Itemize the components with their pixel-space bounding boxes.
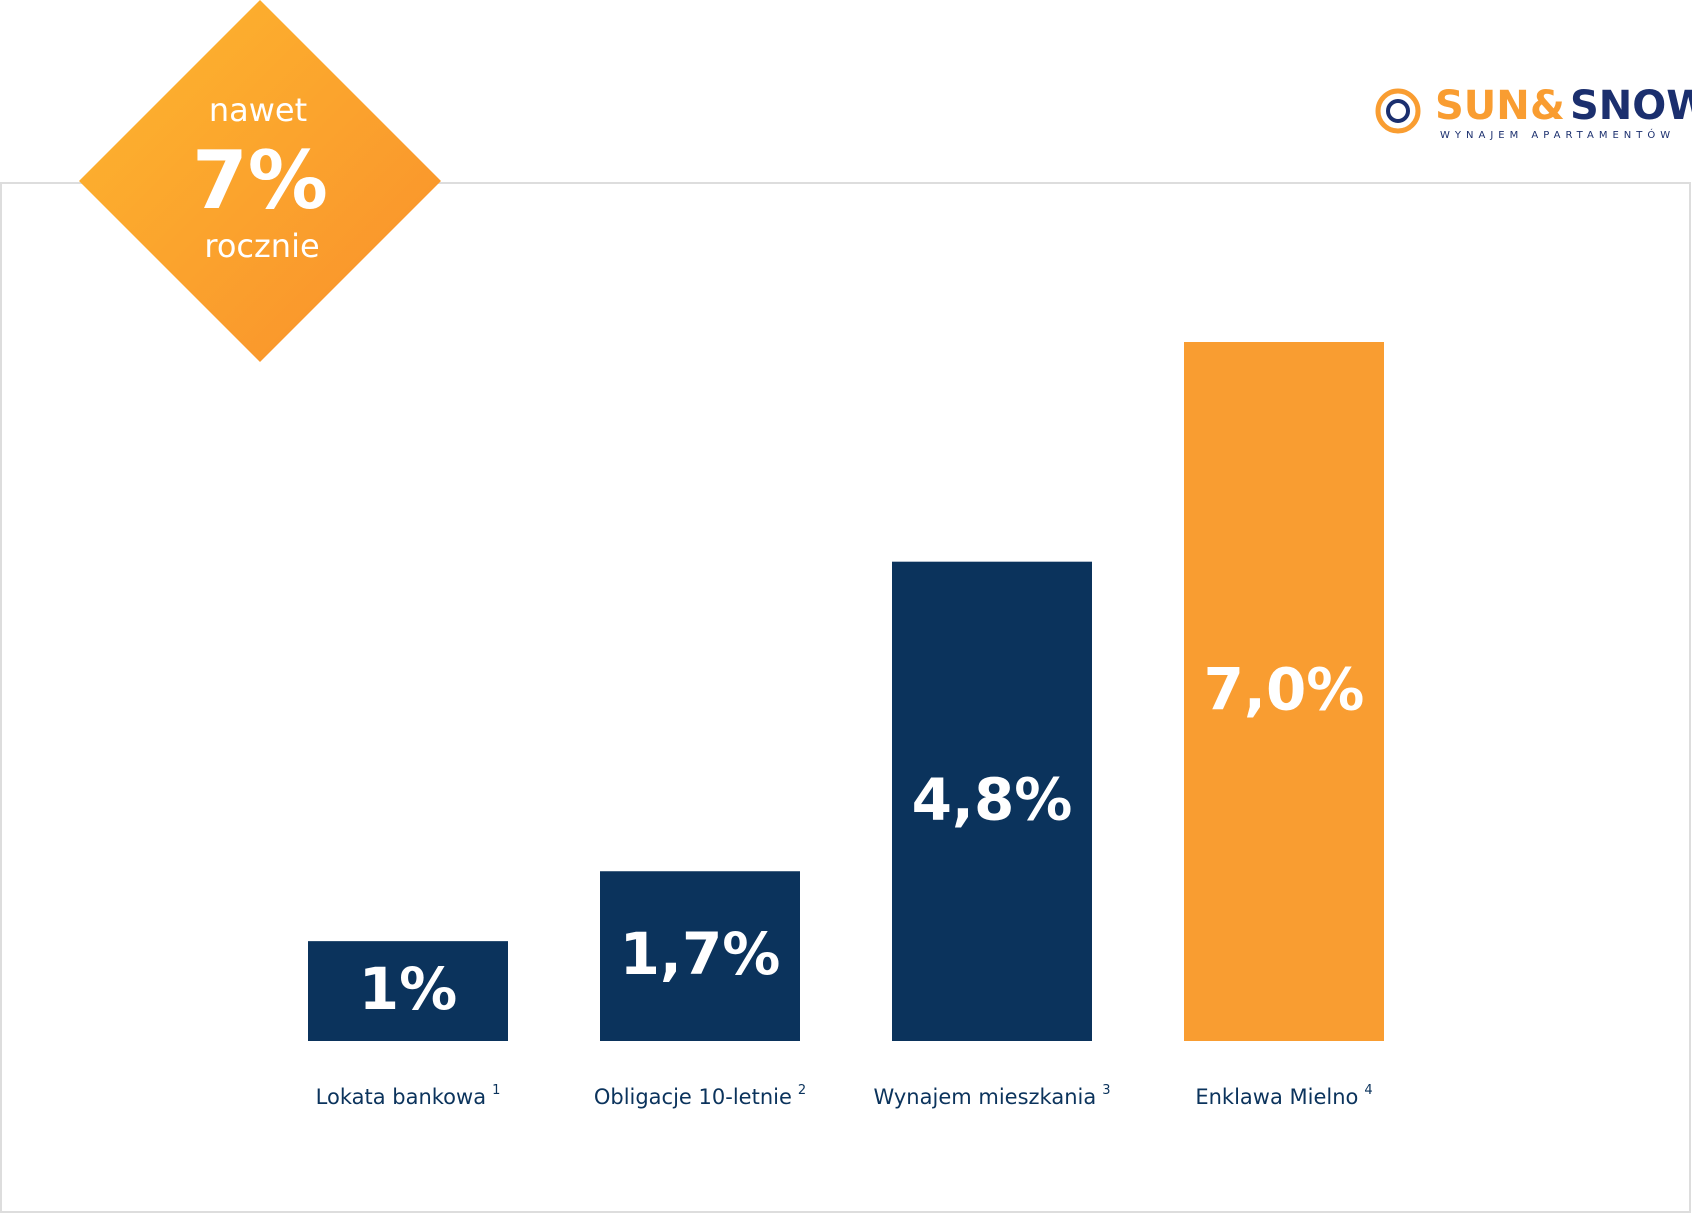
value-label: 1% <box>359 955 457 1023</box>
category-label: Enklawa Mielno 4 <box>1195 1083 1372 1110</box>
category-label: Obligacje 10-letnie 2 <box>594 1083 806 1110</box>
logo: SUN & SNOW WYNAJEM APARTAMENTÓW <box>1375 83 1692 141</box>
bar <box>1184 342 1384 1041</box>
logo-spiral <box>1386 99 1410 123</box>
badge <box>79 0 441 362</box>
bar <box>308 941 508 1041</box>
badge-bottom: rocznie <box>204 227 319 265</box>
value-label: 7,0% <box>1204 656 1365 724</box>
logo-amp: & <box>1530 83 1565 129</box>
card <box>0 182 1691 1213</box>
category-name: Wynajem mieszkania <box>873 1085 1096 1109</box>
logo-snow-text: SNOW <box>1570 83 1692 129</box>
category-name: Obligacje 10-letnie <box>594 1085 792 1109</box>
logo-tagline: WYNAJEM APARTAMENTÓW <box>1440 128 1675 141</box>
logo-sun-text: SUN <box>1435 83 1530 129</box>
footnote-marker: 4 <box>1364 1083 1372 1098</box>
footnote-marker: 1 <box>492 1083 500 1098</box>
category-name: Enklawa Mielno <box>1195 1085 1358 1109</box>
badge-value: 7% <box>192 134 328 227</box>
badge-top: nawet <box>209 91 307 129</box>
footnote-marker: 2 <box>798 1083 806 1098</box>
footnote-marker: 3 <box>1102 1083 1110 1098</box>
bar <box>892 561 1092 1041</box>
category-name: Lokata bankowa <box>316 1085 486 1109</box>
logo-sun <box>1375 88 1421 134</box>
bar <box>600 871 800 1041</box>
value-label: 4,8% <box>912 765 1073 833</box>
category-label: Lokata bankowa 1 <box>316 1083 501 1110</box>
category-label: Wynajem mieszkania 3 <box>873 1083 1110 1110</box>
value-label: 1,7% <box>620 920 781 988</box>
